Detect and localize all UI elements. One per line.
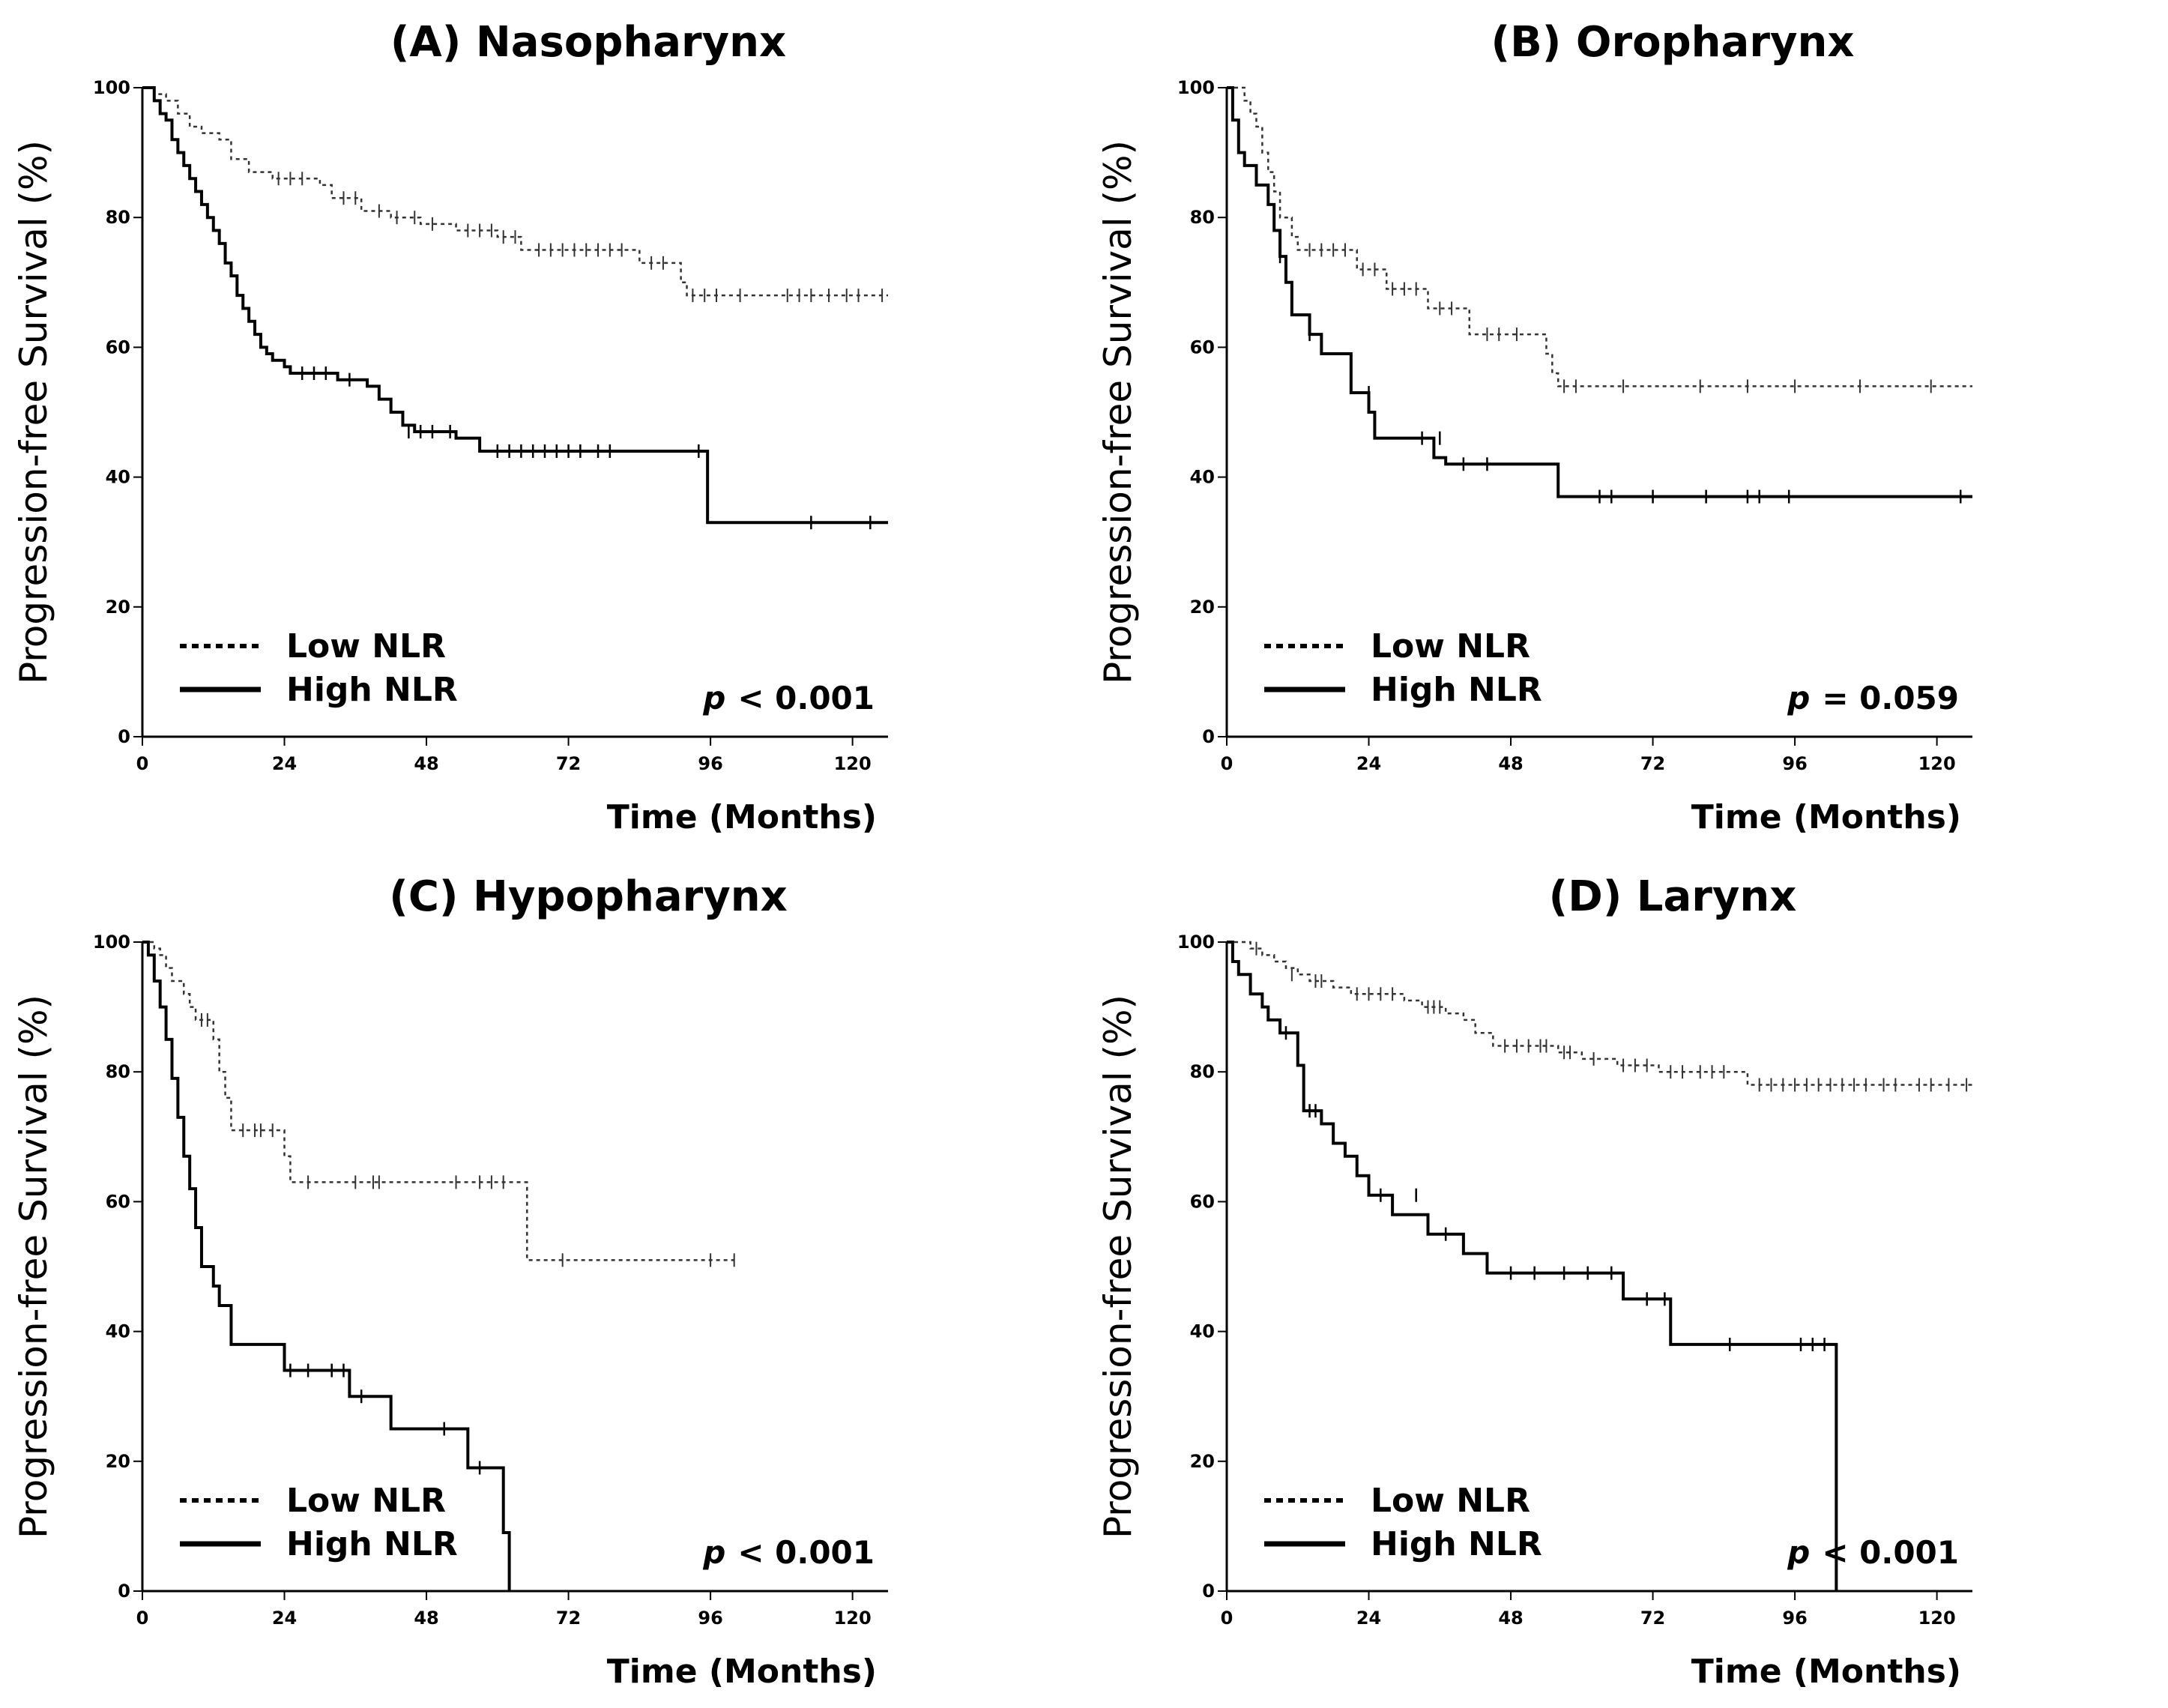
x-tick-label: 120 xyxy=(1918,753,1956,774)
x-tick-label: 48 xyxy=(1498,1608,1523,1629)
y-tick-label: 80 xyxy=(1190,207,1215,228)
p-value: p < 0.001 xyxy=(702,1534,875,1571)
y-tick-label: 60 xyxy=(1190,337,1215,357)
x-tick-label: 24 xyxy=(1356,753,1381,774)
panel-d-larynx: (D) Larynx Progression-free Survival (%) T… xyxy=(1084,854,2168,1708)
y-tick-label: 40 xyxy=(1190,467,1215,488)
p-value-text: < 0.001 xyxy=(737,680,875,716)
x-tick-label: 120 xyxy=(834,753,872,774)
x-tick-label: 72 xyxy=(1640,753,1665,774)
y-tick-label: 60 xyxy=(1190,1191,1215,1212)
y-tick-label: 20 xyxy=(1190,1451,1215,1472)
x-axis-label: Time (Months) xyxy=(607,1653,877,1691)
km-curve-high-nlr xyxy=(142,86,888,525)
y-tick-label: 60 xyxy=(106,1191,130,1212)
chart-title: (B) Oropharynx xyxy=(1491,18,1855,67)
legend-label-high-nlr: High NLR xyxy=(1371,1525,1542,1563)
km-curve-low-nlr xyxy=(142,86,888,297)
y-tick-label: 100 xyxy=(1177,77,1215,98)
p-value-symbol: p xyxy=(1787,680,1810,716)
p-value-text: < 0.001 xyxy=(737,1534,875,1571)
legend-label-low-nlr: Low NLR xyxy=(286,627,446,666)
y-tick-label: 80 xyxy=(1190,1061,1215,1082)
legend-label-low-nlr: Low NLR xyxy=(1371,627,1530,666)
chart-title: (D) Larynx xyxy=(1549,872,1797,921)
y-tick-label: 100 xyxy=(1177,932,1215,953)
x-tick-label: 96 xyxy=(1782,1608,1807,1629)
x-tick-label: 24 xyxy=(272,1608,297,1629)
y-axis-label: Progression-free Survival (%) xyxy=(12,140,55,684)
y-tick-label: 0 xyxy=(1202,726,1215,747)
y-tick-label: 40 xyxy=(1190,1321,1215,1342)
y-axis-label: Progression-free Survival (%) xyxy=(1096,140,1140,684)
x-tick-label: 48 xyxy=(1498,753,1523,774)
p-value-symbol: p xyxy=(1787,1534,1810,1571)
x-tick-label: 24 xyxy=(1356,1608,1381,1629)
y-tick-label: 80 xyxy=(106,1061,130,1082)
x-axis-label: Time (Months) xyxy=(1691,798,1961,836)
y-tick-label: 40 xyxy=(106,1321,130,1342)
y-tick-label: 100 xyxy=(93,77,130,98)
x-tick-label: 72 xyxy=(1640,1608,1665,1629)
km-curve-low-nlr xyxy=(1227,941,1972,1086)
y-tick-label: 100 xyxy=(93,932,130,953)
km-curve-low-nlr xyxy=(1227,86,1972,387)
km-chart-a: (A) Nasopharynx Progression-free Survival… xyxy=(12,18,888,836)
y-tick-label: 0 xyxy=(118,1581,130,1602)
p-value: p < 0.001 xyxy=(1787,1534,1959,1571)
y-tick-label: 0 xyxy=(118,726,130,747)
x-tick-label: 24 xyxy=(272,753,297,774)
p-value: p < 0.001 xyxy=(702,680,875,716)
x-tick-label: 0 xyxy=(1221,1608,1234,1629)
x-axis-label: Time (Months) xyxy=(607,798,877,836)
x-tick-label: 120 xyxy=(1918,1608,1956,1629)
x-axis-label: Time (Months) xyxy=(1691,1653,1961,1691)
p-value: p = 0.059 xyxy=(1787,680,1959,716)
x-tick-label: 0 xyxy=(136,753,149,774)
legend-label-low-nlr: Low NLR xyxy=(1371,1482,1530,1520)
km-curve-high-nlr xyxy=(1227,941,1838,1591)
p-value-symbol: p xyxy=(702,680,725,716)
chart-title: (A) Nasopharynx xyxy=(390,18,786,67)
panel-b-oropharynx: (B) Oropharynx Progression-free Survival … xyxy=(1084,0,2168,854)
y-tick-label: 20 xyxy=(1190,597,1215,618)
x-tick-label: 72 xyxy=(556,753,581,774)
p-value-text: < 0.001 xyxy=(1822,1534,1959,1571)
km-chart-d: (D) Larynx Progression-free Survival (%) T… xyxy=(1096,872,1972,1691)
km-curve-high-nlr xyxy=(142,941,511,1591)
x-tick-label: 0 xyxy=(1221,753,1234,774)
y-tick-label: 80 xyxy=(106,207,130,228)
x-tick-label: 120 xyxy=(834,1608,872,1629)
legend-label-low-nlr: Low NLR xyxy=(286,1482,446,1520)
km-chart-c: (C) Hypopharynx Progression-free Survival… xyxy=(12,872,888,1691)
km-curve-high-nlr xyxy=(1227,86,1972,498)
legend-label-high-nlr: High NLR xyxy=(286,1525,458,1563)
legend-label-high-nlr: High NLR xyxy=(286,671,458,709)
x-tick-label: 96 xyxy=(1782,753,1807,774)
y-tick-label: 20 xyxy=(106,597,130,618)
panel-a-nasopharynx: (A) Nasopharynx Progression-free Survival… xyxy=(0,0,1084,854)
x-tick-label: 96 xyxy=(698,1608,722,1629)
km-chart-b: (B) Oropharynx Progression-free Survival … xyxy=(1096,18,1972,836)
x-tick-label: 72 xyxy=(556,1608,581,1629)
y-tick-label: 0 xyxy=(1202,1581,1215,1602)
legend-label-high-nlr: High NLR xyxy=(1371,671,1542,709)
y-axis-label: Progression-free Survival (%) xyxy=(12,995,55,1539)
x-tick-label: 48 xyxy=(414,753,438,774)
y-tick-label: 20 xyxy=(106,1451,130,1472)
x-tick-label: 48 xyxy=(414,1608,438,1629)
y-tick-label: 60 xyxy=(106,337,130,357)
km-curve-low-nlr xyxy=(142,941,734,1261)
chart-title: (C) Hypopharynx xyxy=(389,872,788,921)
x-tick-label: 96 xyxy=(698,753,722,774)
y-axis-label: Progression-free Survival (%) xyxy=(1096,995,1140,1539)
y-tick-label: 40 xyxy=(106,467,130,488)
panel-c-hypopharynx: (C) Hypopharynx Progression-free Survival… xyxy=(0,854,1084,1708)
x-tick-label: 0 xyxy=(136,1608,149,1629)
p-value-symbol: p xyxy=(702,1534,725,1571)
p-value-text: = 0.059 xyxy=(1822,680,1959,716)
